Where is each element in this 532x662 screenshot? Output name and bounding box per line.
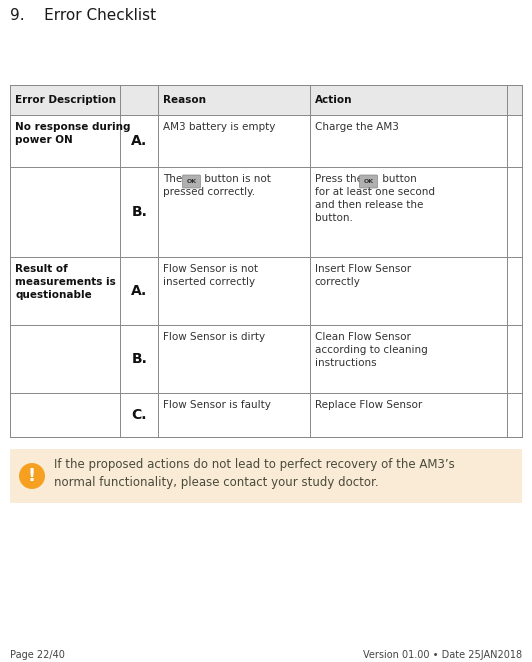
- Bar: [10, 85, 522, 115]
- Text: If the proposed actions do not lead to perfect recovery of the AM3’s
normal func: If the proposed actions do not lead to p…: [54, 458, 455, 489]
- Text: OK: OK: [186, 179, 196, 184]
- Text: No response during
power ON: No response during power ON: [15, 122, 130, 145]
- Text: !: !: [28, 467, 36, 485]
- Text: button.: button.: [314, 213, 352, 223]
- Text: Page 22/40: Page 22/40: [10, 650, 65, 660]
- Text: Result of
measurements is
questionable: Result of measurements is questionable: [15, 264, 116, 301]
- Text: and then release the: and then release the: [314, 200, 423, 210]
- Text: Press the: Press the: [314, 174, 366, 184]
- Text: Reason: Reason: [163, 95, 206, 105]
- Text: Replace Flow Sensor: Replace Flow Sensor: [314, 400, 422, 410]
- Text: button: button: [379, 174, 416, 184]
- Text: OK: OK: [363, 179, 373, 184]
- Text: B.: B.: [131, 205, 147, 219]
- Text: Action: Action: [314, 95, 352, 105]
- FancyBboxPatch shape: [182, 175, 201, 188]
- Bar: [10, 85, 522, 437]
- Text: Flow Sensor is dirty: Flow Sensor is dirty: [163, 332, 265, 342]
- Text: Flow Sensor is faulty: Flow Sensor is faulty: [163, 400, 271, 410]
- Text: pressed correctly.: pressed correctly.: [163, 187, 255, 197]
- Circle shape: [19, 463, 45, 489]
- Text: A.: A.: [131, 284, 147, 298]
- Text: Error Description: Error Description: [15, 95, 116, 105]
- Text: The: The: [163, 174, 186, 184]
- Text: C.: C.: [131, 408, 147, 422]
- Text: AM3 battery is empty: AM3 battery is empty: [163, 122, 276, 132]
- Text: Charge the AM3: Charge the AM3: [314, 122, 398, 132]
- Text: Version 01.00 • Date 25JAN2018: Version 01.00 • Date 25JAN2018: [363, 650, 522, 660]
- Text: Flow Sensor is not
inserted correctly: Flow Sensor is not inserted correctly: [163, 264, 259, 287]
- Text: A.: A.: [131, 134, 147, 148]
- Text: button is not: button is not: [202, 174, 271, 184]
- Text: B.: B.: [131, 352, 147, 366]
- Bar: [10, 449, 522, 503]
- Text: 9.    Error Checklist: 9. Error Checklist: [10, 8, 156, 23]
- Text: Insert Flow Sensor
correctly: Insert Flow Sensor correctly: [314, 264, 411, 287]
- Text: Clean Flow Sensor
according to cleaning
instructions: Clean Flow Sensor according to cleaning …: [314, 332, 427, 368]
- FancyBboxPatch shape: [360, 175, 378, 188]
- Text: for at least one second: for at least one second: [314, 187, 435, 197]
